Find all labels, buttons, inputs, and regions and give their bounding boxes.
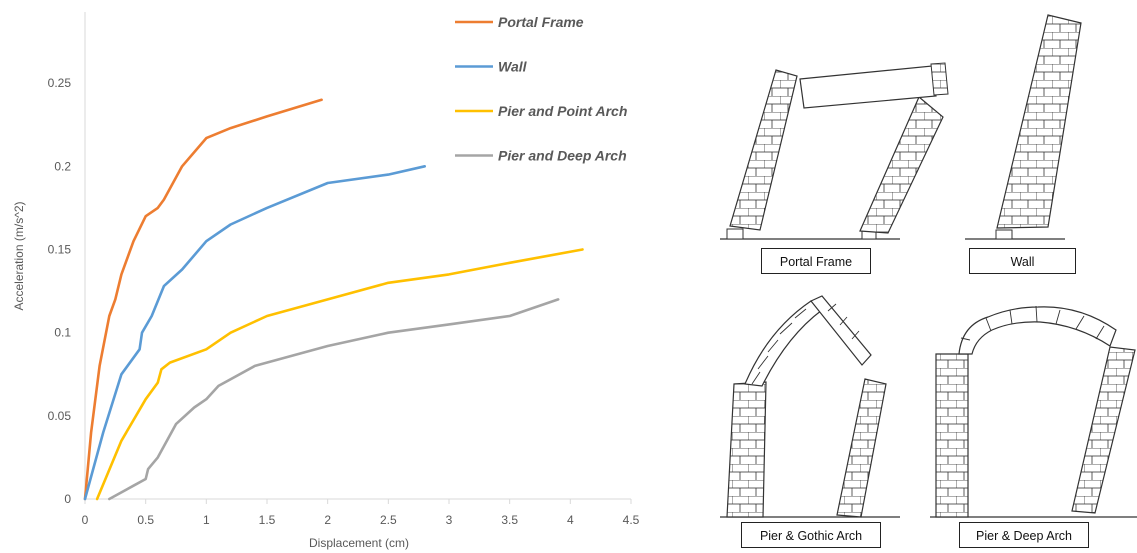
y-tick-label: 0.2: [54, 159, 71, 173]
x-tick-label: 3: [446, 513, 453, 527]
y-tick-label: 0.25: [48, 76, 72, 90]
line-chart: 0 0.5 1 1.5 2 2.5 3 3.5 4 4.500.050.10.150.20.25 …: [12, 12, 640, 550]
x-tick-label: 0.5: [137, 513, 154, 527]
wall-diagram: [965, 14, 1082, 240]
caption-pier-gothic-arch: Pier & Gothic Arch: [741, 522, 881, 548]
legend-label-3: Pier and Point Arch: [498, 103, 627, 119]
legend-label-4: Pier and Deep Arch: [498, 148, 627, 164]
legend-label-1: Portal Frame: [498, 14, 584, 30]
y-tick-label: 0: [64, 492, 71, 506]
x-tick-label: 4.5: [623, 513, 640, 527]
legend: Portal Frame Wall Pier and Point Arch Pier …: [455, 14, 627, 164]
plot-area: 0 0.5 1 1.5 2 2.5 3 3.5 4 4.5 0 0.05 0.1 0.15 0.2 0.25: [48, 12, 640, 527]
pier-deep-arch-diagram: [930, 305, 1137, 518]
series-line-2: [83, 165, 426, 501]
x-tick-label: 4: [567, 513, 574, 527]
pier-gothic-arch-diagram: [720, 295, 900, 518]
series-line-1: [83, 98, 323, 501]
x-tick-label: 2: [324, 513, 331, 527]
y-tick-label: 0.15: [48, 243, 72, 257]
y-axis-label: Acceleration (m/s^2): [12, 202, 26, 311]
portal-frame-diagram: [720, 62, 949, 240]
x-tick-label: 1: [203, 513, 210, 527]
x-tick-label: 0: [82, 513, 89, 527]
x-tick-label: 3.5: [501, 513, 518, 527]
legend-label-2: Wall: [498, 59, 528, 75]
y-tick-label: 0.05: [48, 409, 72, 423]
caption-wall: Wall: [969, 248, 1076, 274]
y-tick-label: 0.1: [54, 326, 71, 340]
series-line-4: [108, 298, 560, 501]
collapse-mechanism-diagrams: [720, 14, 1137, 518]
caption-pier-deep-arch: Pier & Deep Arch: [959, 522, 1089, 548]
x-axis-label: Displacement (cm): [309, 536, 409, 550]
x-tick-label: 2.5: [380, 513, 397, 527]
series-line-3: [95, 248, 584, 501]
x-tick-label: 1.5: [259, 513, 276, 527]
caption-portal-frame: Portal Frame: [761, 248, 871, 274]
